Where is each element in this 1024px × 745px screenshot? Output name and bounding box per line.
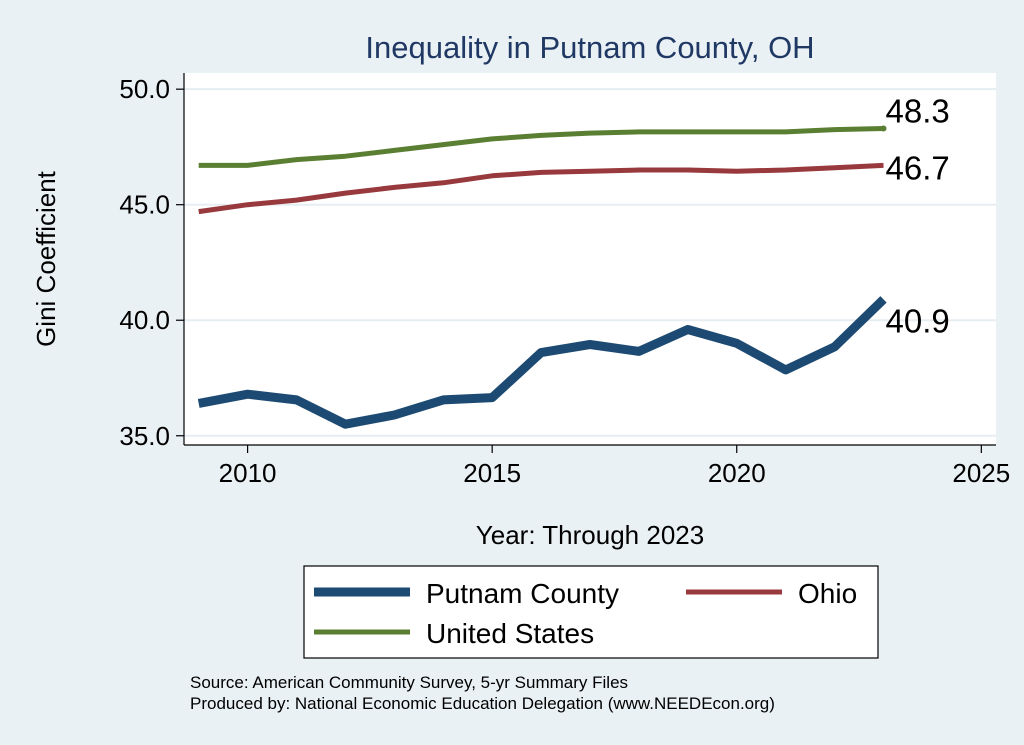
x-tick-label: 2020 [708, 458, 766, 488]
y-tick-label: 35.0 [119, 421, 170, 451]
end-label-ohio: 46.7 [885, 149, 949, 186]
series-lines [197, 125, 887, 429]
series-line-ohio [198, 162, 884, 215]
end-label-putnam-county: 40.9 [885, 302, 949, 339]
chart-title: Inequality in Putnam County, OH [365, 30, 814, 65]
y-axis-title: Gini Coefficient [31, 170, 61, 347]
series-end-marker-united-states [880, 125, 887, 132]
y-tick-label: 45.0 [119, 190, 170, 220]
series-end-labels: 48.3 46.7 40.9 [885, 92, 949, 339]
produced-by-note: Produced by: National Economic Education… [190, 694, 775, 713]
x-tick-label: 2015 [463, 458, 521, 488]
x-axis-title: Year: Through 2023 [476, 520, 704, 550]
x-tick-label: 2010 [219, 458, 277, 488]
x-axis-ticks: 2010 2015 2020 2025 [219, 445, 1010, 488]
y-tick-label: 50.0 [119, 74, 170, 104]
end-label-united-states: 48.3 [885, 92, 949, 129]
x-tick-label: 2025 [952, 458, 1010, 488]
y-axis-ticks: 35.0 40.0 45.0 50.0 [119, 74, 184, 451]
legend-box [303, 565, 879, 659]
legend: Putnam County Ohio United States [303, 565, 879, 659]
legend-label-us: United States [426, 618, 594, 649]
y-tick-label: 40.0 [119, 305, 170, 335]
source-note: Source: American Community Survey, 5-yr … [190, 673, 628, 692]
legend-label-putnam: Putnam County [426, 578, 619, 609]
legend-label-ohio: Ohio [798, 578, 857, 609]
series-line-united-states [198, 126, 884, 168]
series-line-putnam-county [197, 296, 887, 429]
